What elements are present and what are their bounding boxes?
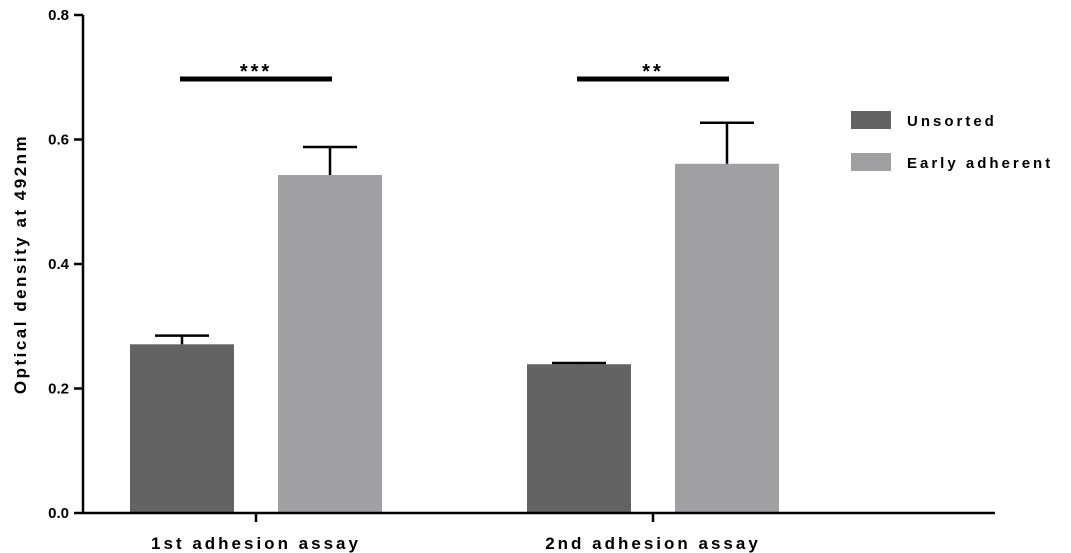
y-tick-label: 0.6 <box>48 132 69 149</box>
bar <box>278 174 382 514</box>
x-axis: 1st adhesion assay 2nd adhesion assay <box>83 511 995 553</box>
legend-label: Early adherent <box>907 155 1053 172</box>
significance-stars: *** <box>240 61 272 83</box>
legend: Unsorted Early adherent <box>851 111 1053 172</box>
y-tick-label: 0.4 <box>48 256 70 273</box>
y-tick-label: 0.2 <box>48 381 69 398</box>
significance-stars: ** <box>642 61 664 83</box>
legend-label: Unsorted <box>907 113 997 130</box>
y-axis: 0.0 0.2 0.4 0.6 0.8 Optical density at 492nm <box>11 7 85 522</box>
bar <box>675 163 779 513</box>
legend-swatch <box>851 111 891 129</box>
x-ticks: 1st adhesion assay 2nd adhesion assay <box>151 513 761 553</box>
y-tick-label: 0.8 <box>48 7 69 24</box>
y-ticks: 0.0 0.2 0.4 0.6 0.8 <box>48 7 83 522</box>
significance-layer: *** ** <box>180 61 729 83</box>
bar <box>527 364 631 513</box>
legend-swatch <box>851 153 891 171</box>
y-tick-label: 0.0 <box>48 505 69 522</box>
bar <box>130 344 234 513</box>
x-tick-label: 2nd adhesion assay <box>545 534 761 553</box>
y-axis-label: Optical density at 492nm <box>11 134 30 394</box>
x-tick-label: 1st adhesion assay <box>151 534 361 553</box>
error-bars-layer <box>155 121 754 365</box>
bars-layer <box>130 163 779 514</box>
